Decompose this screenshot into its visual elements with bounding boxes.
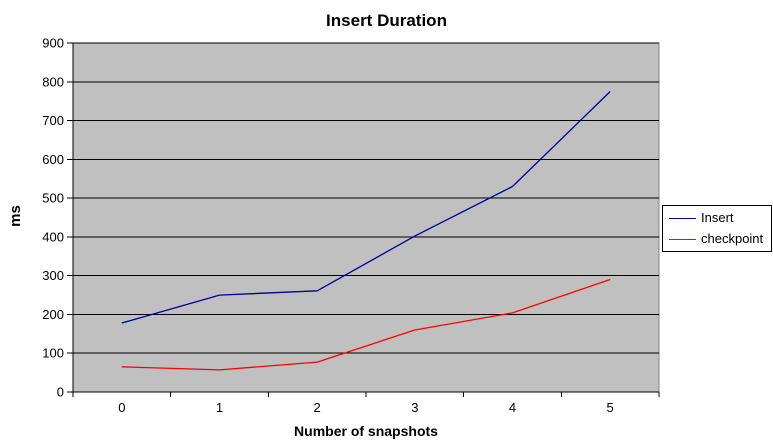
chart-title: Insert Duration [326, 11, 447, 30]
y-tick-label-400: 400 [42, 229, 64, 244]
legend-line-swatch-checkpoint [669, 238, 696, 240]
y-tick-label-800: 800 [42, 74, 64, 89]
y-tick-label-0: 0 [57, 385, 64, 400]
legend-item-insert: Insert [669, 209, 771, 228]
y-tick-label-200: 200 [42, 307, 64, 322]
legend-label-checkpoint: checkpoint [701, 231, 764, 246]
y-tick-label-100: 100 [42, 346, 64, 361]
plot-background [72, 42, 660, 393]
x-tick-label-4: 4 [509, 400, 516, 415]
x-tick-label-3: 3 [411, 400, 418, 415]
x-axis-title: Number of snapshots [294, 423, 438, 439]
y-tick-label-900: 900 [42, 36, 64, 51]
series-line-checkpoint [121, 278, 611, 371]
y-axis-title: ms [7, 205, 24, 227]
x-tick-label-2: 2 [314, 400, 321, 415]
x-tick-label-5: 5 [607, 400, 614, 415]
y-tick-label-600: 600 [42, 152, 64, 167]
x-tick-label-1: 1 [216, 400, 223, 415]
legend: Insert checkpoint [662, 205, 772, 252]
y-tick-label-700: 700 [42, 113, 64, 128]
legend-item-checkpoint: checkpoint [669, 230, 771, 249]
y-tick-label-300: 300 [42, 268, 64, 283]
series-line-insert [121, 91, 611, 324]
x-tick-label-0: 0 [118, 400, 125, 415]
y-tick-label-500: 500 [42, 191, 64, 206]
legend-line-swatch-insert [669, 217, 696, 219]
legend-label-insert: Insert [701, 210, 734, 225]
